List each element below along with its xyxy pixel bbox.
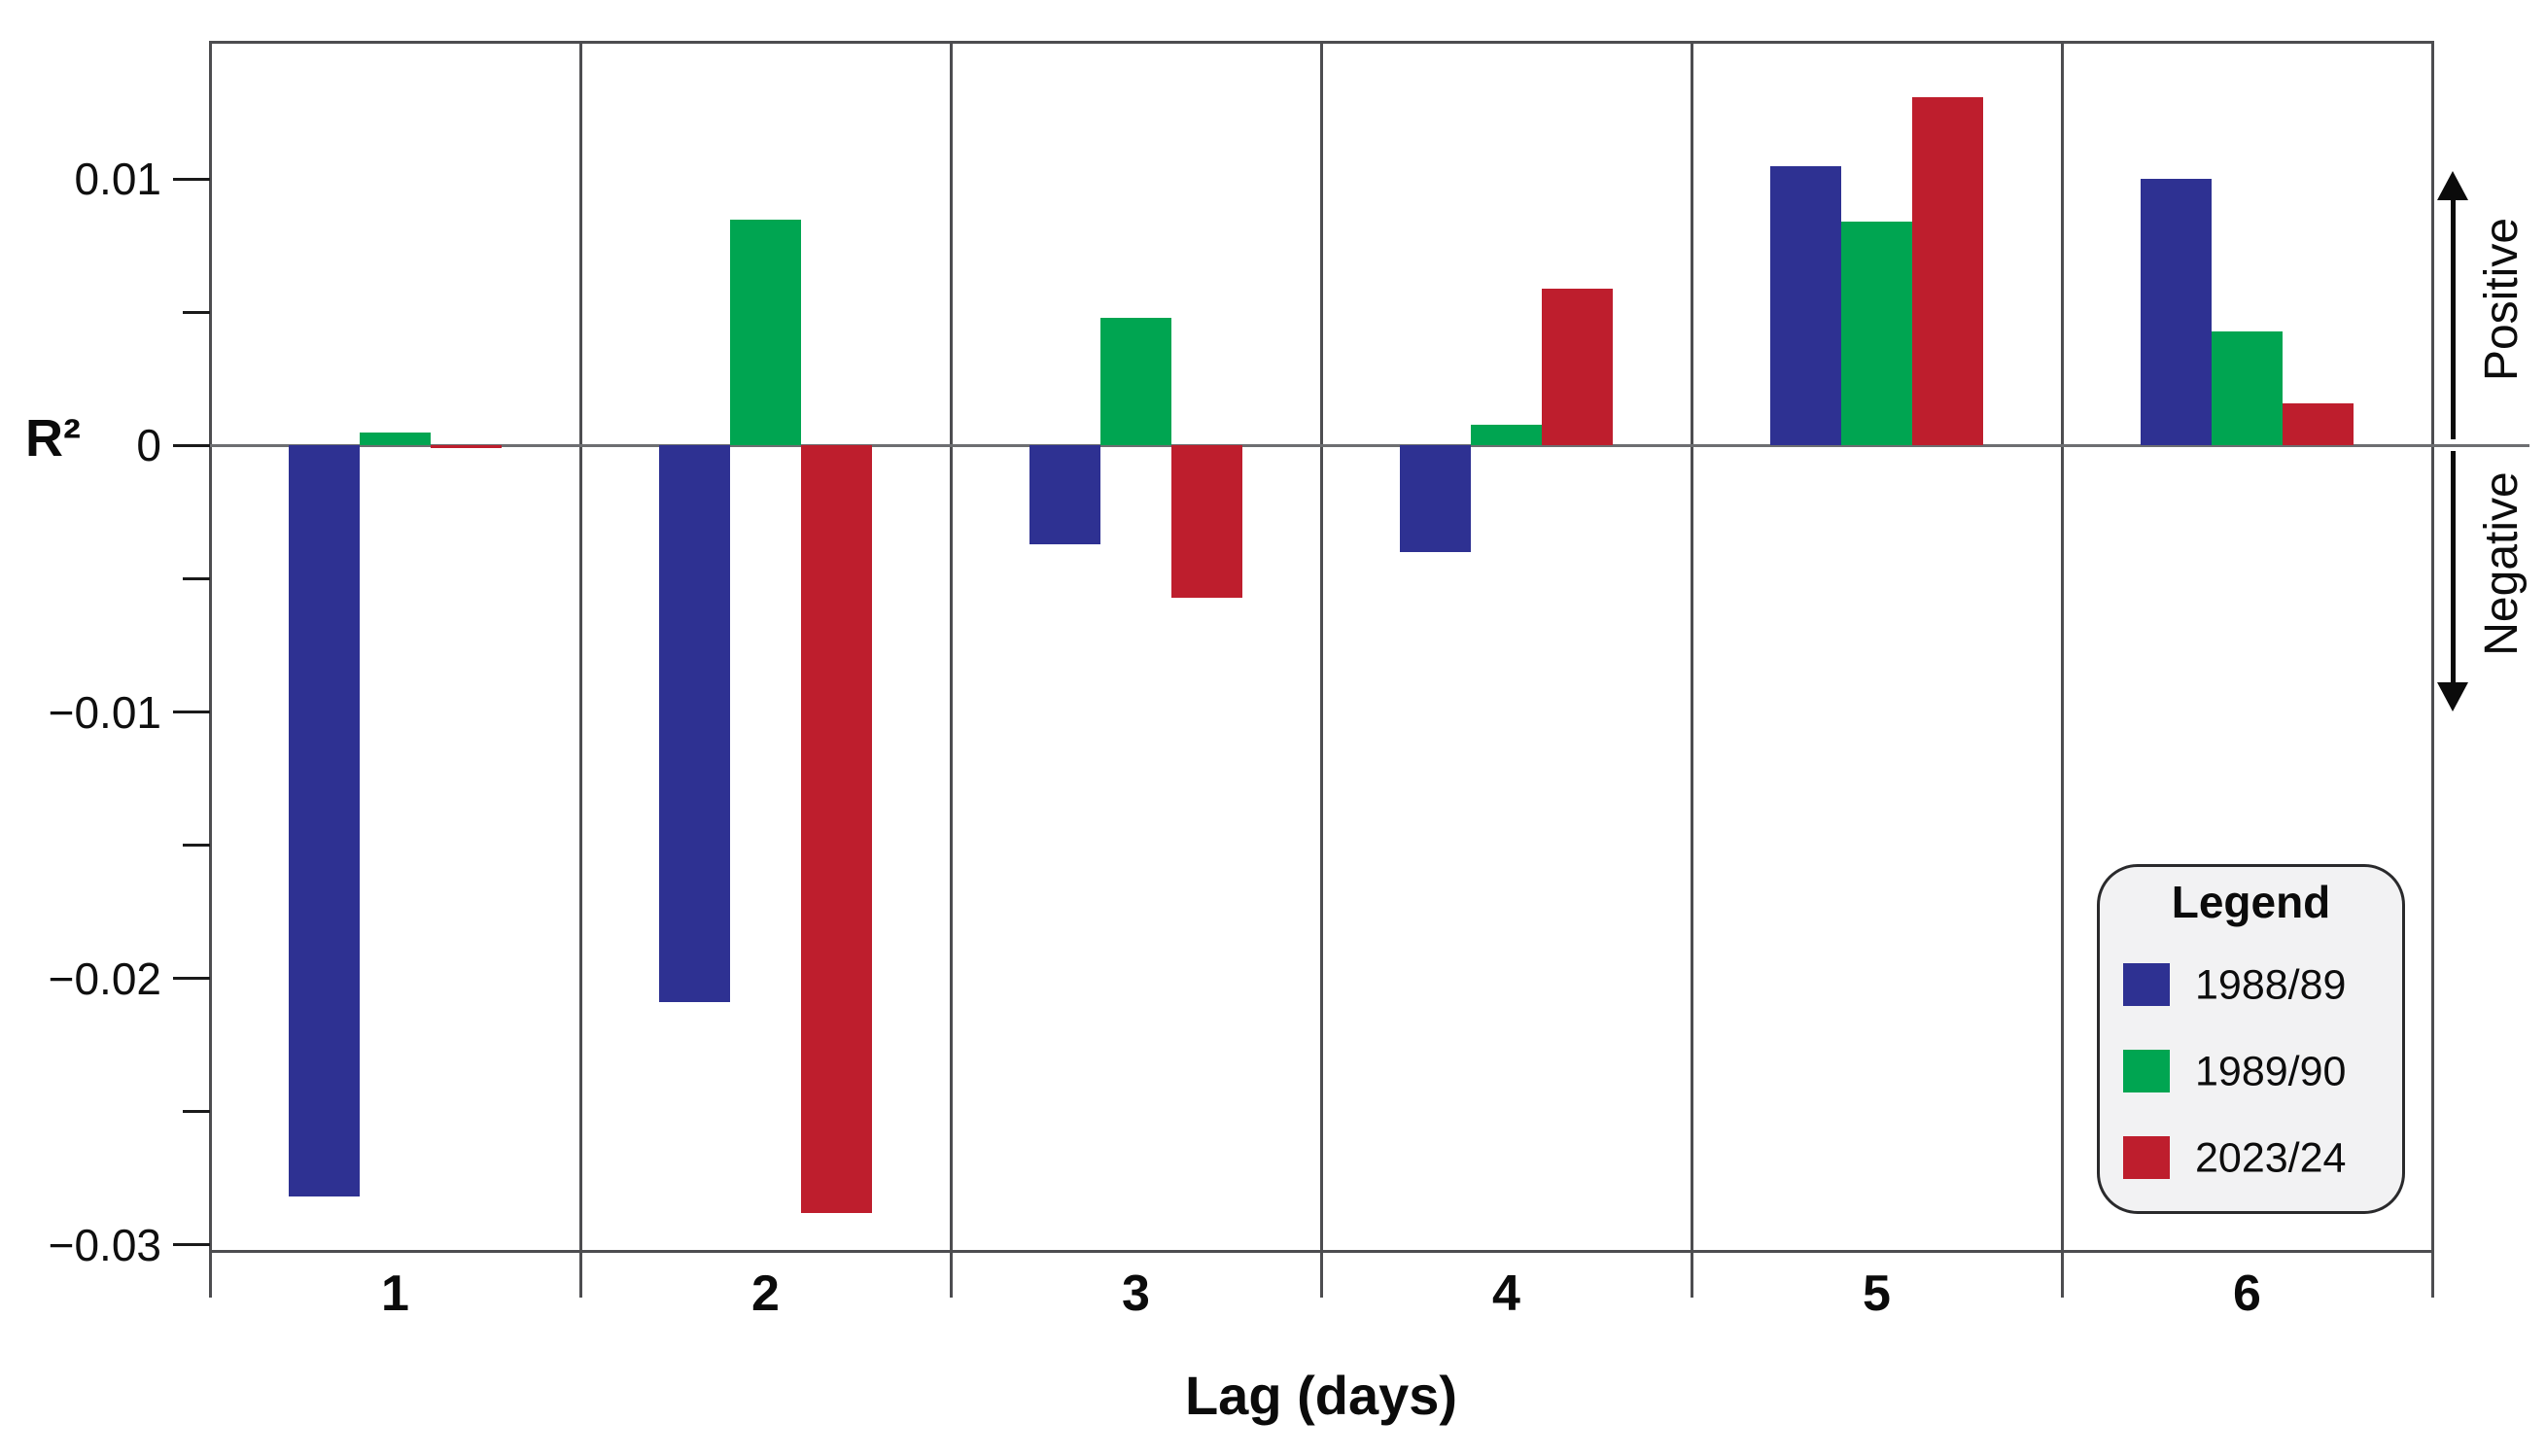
negative-region-label: Negative (2476, 471, 2528, 656)
bar-2023-24-lag-5 (1912, 96, 1983, 446)
panel-divider (578, 41, 582, 1298)
positive-arrow-line (2451, 196, 2456, 439)
y-major-tick (173, 711, 210, 713)
zero-line (210, 443, 2529, 447)
y-major-tick (173, 977, 210, 980)
bar-1988-89-lag-4 (1400, 445, 1471, 553)
bar-1989-90-lag-1 (360, 432, 431, 446)
panel-divider (2060, 41, 2064, 1298)
bar-1988-89-lag-5 (1770, 165, 1841, 446)
bar-1989-90-lag-3 (1100, 317, 1171, 446)
bar-1988-89-lag-1 (289, 445, 360, 1197)
x-tick-label: 6 (2233, 1265, 2261, 1322)
plot-frame-right (2430, 41, 2434, 1298)
y-major-tick (173, 443, 210, 447)
x-tick-label: 1 (381, 1265, 409, 1322)
panel-divider (1319, 41, 1323, 1298)
y-minor-tick (183, 310, 210, 314)
y-tick-label: −0.03 (48, 1219, 161, 1270)
x-tick-label: 4 (1492, 1265, 1520, 1322)
positive-region-label: Positive (2476, 217, 2528, 382)
bar-2023-24-lag-2 (801, 445, 872, 1213)
bar-1988-89-lag-3 (1029, 445, 1100, 544)
y-axis-title: R² (25, 409, 81, 468)
panel-divider (949, 41, 953, 1298)
negative-arrow-line (2451, 451, 2456, 684)
y-minor-tick (183, 1110, 210, 1113)
y-tick-label: −0.01 (48, 686, 161, 738)
legend-label-1989-90: 1989/90 (2195, 1048, 2347, 1095)
legend-swatch-1988-89 (2123, 963, 2170, 1006)
bar-1989-90-lag-6 (2212, 330, 2283, 446)
x-tick-label: 3 (1122, 1265, 1150, 1322)
bar-1988-89-lag-2 (659, 445, 730, 1003)
y-minor-tick (183, 844, 210, 847)
bar-1988-89-lag-6 (2141, 179, 2212, 446)
bar-2023-24-lag-4 (1542, 288, 1613, 446)
legend-label-2023-24: 2023/24 (2195, 1134, 2347, 1182)
bar-1989-90-lag-4 (1471, 424, 1542, 446)
y-major-tick (173, 1243, 210, 1247)
bar-2023-24-lag-1 (431, 445, 502, 449)
y-minor-tick (183, 576, 210, 580)
legend-swatch-1989-90 (2123, 1050, 2170, 1092)
legend-swatch-2023-24 (2123, 1136, 2170, 1179)
x-axis-title: Lag (days) (1184, 1365, 1458, 1426)
down-arrow-icon (2437, 682, 2468, 711)
panel-divider (1690, 41, 1693, 1298)
y-major-tick (173, 177, 210, 181)
legend-label-1988-89: 1988/89 (2195, 961, 2347, 1009)
x-tick-label: 2 (751, 1265, 780, 1322)
up-arrow-icon (2437, 171, 2468, 200)
y-axis-spine (208, 41, 212, 1298)
bar-1989-90-lag-2 (730, 219, 801, 446)
bar-2023-24-lag-3 (1171, 445, 1242, 598)
bar-1989-90-lag-5 (1841, 222, 1912, 446)
x-tick-label: 5 (1863, 1265, 1891, 1322)
y-tick-label: 0 (136, 420, 161, 471)
bar-2023-24-lag-6 (2283, 402, 2354, 446)
y-tick-label: 0.01 (74, 154, 161, 205)
legend-title: Legend (2171, 877, 2331, 927)
y-tick-label: −0.02 (48, 953, 161, 1004)
